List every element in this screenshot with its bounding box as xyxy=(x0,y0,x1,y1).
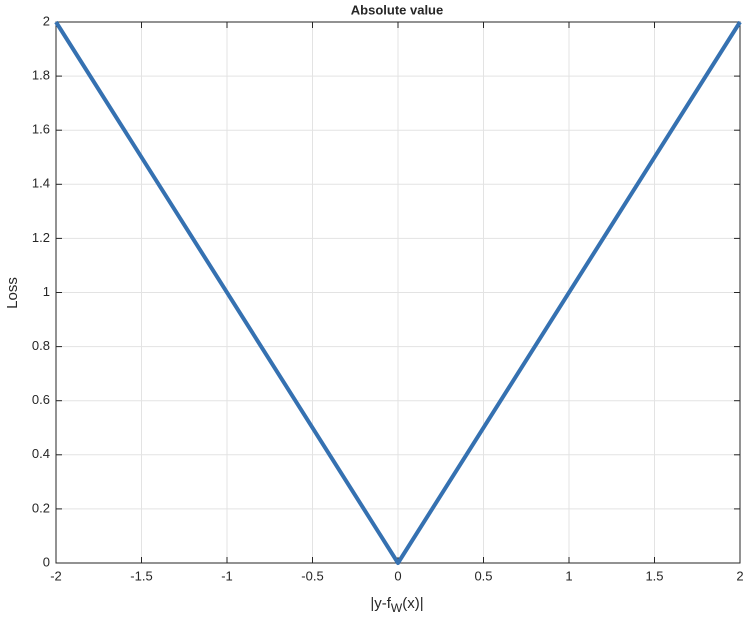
x-axis-label: |y-fW(x)| xyxy=(370,595,423,615)
y-tick-label: 0 xyxy=(43,554,50,569)
x-label-part: |y-f xyxy=(370,595,391,612)
y-tick-label: 1.2 xyxy=(32,230,50,245)
y-tick-label: 1 xyxy=(43,284,50,299)
x-tick-label: -1.5 xyxy=(130,568,152,583)
data-line xyxy=(54,20,742,565)
x-tick-label: -0.5 xyxy=(301,568,323,583)
x-tick-label: 1.5 xyxy=(645,568,663,583)
x-tick-label: 1 xyxy=(565,568,572,583)
y-axis-label: Loss xyxy=(4,277,21,309)
y-tick-label: 0.8 xyxy=(32,338,50,353)
chart-title: Absolute value xyxy=(351,2,443,17)
y-tick-label: 1.8 xyxy=(32,68,50,83)
x-tick-label: 0 xyxy=(394,568,401,583)
y-tick-label: 1.6 xyxy=(32,122,50,137)
y-tick-label: 0.2 xyxy=(32,500,50,515)
x-label-part: (x)| xyxy=(402,595,423,612)
y-tick-label: 1.4 xyxy=(32,176,50,191)
y-tick-label: 0.6 xyxy=(32,392,50,407)
y-tick-label: 0.4 xyxy=(32,446,50,461)
x-tick-label: -2 xyxy=(50,568,62,583)
x-label-subscript: W xyxy=(391,601,403,615)
y-tick-label: 2 xyxy=(43,13,50,28)
x-tick-label: 0.5 xyxy=(474,568,492,583)
x-tick-label: -1 xyxy=(221,568,233,583)
x-tick-label: 2 xyxy=(736,568,743,583)
